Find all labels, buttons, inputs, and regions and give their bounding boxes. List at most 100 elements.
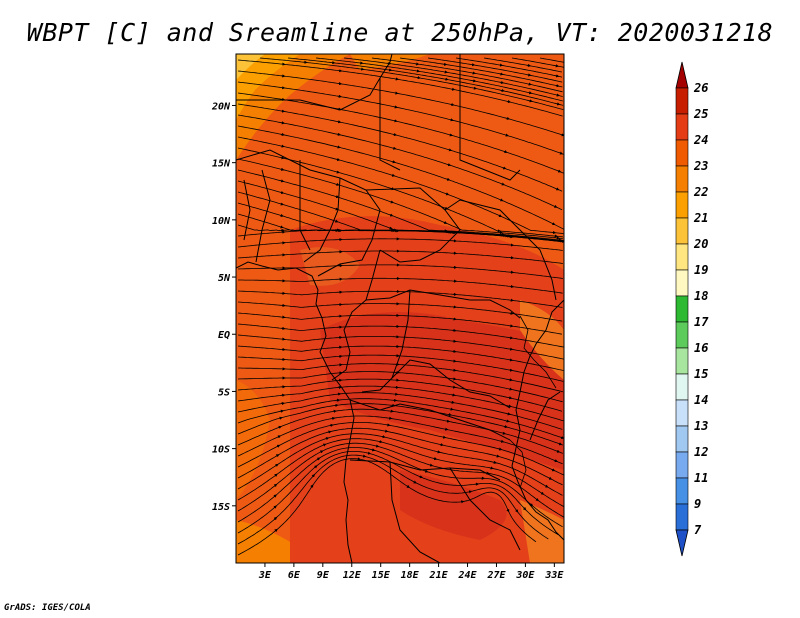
colorbar-label: 19 [694, 263, 708, 277]
streamline [237, 442, 564, 518]
streamline-arrow [337, 120, 342, 124]
streamline-arrow [274, 528, 278, 533]
streamline-arrow [468, 490, 473, 494]
streamline-arrow [505, 133, 509, 137]
streamline-arrow [443, 220, 448, 224]
streamline [237, 92, 564, 174]
streamline-arrow [440, 443, 444, 447]
colorbar-label: 13 [694, 419, 708, 433]
colorbar-segment [675, 347, 689, 375]
colorbar-label: 21 [693, 211, 708, 225]
colorbar-label: 16 [694, 341, 708, 355]
streamline-arrow [555, 74, 560, 78]
streamline-arrow [528, 91, 533, 95]
streamline-arrow [473, 86, 478, 90]
streamline-arrow [335, 182, 340, 186]
streamline-arrow [311, 473, 315, 478]
streamline-arrow [281, 132, 285, 137]
streamline [237, 422, 564, 476]
streamline [237, 158, 563, 239]
streamline-arrow [556, 102, 561, 106]
streamline-arrow [500, 80, 505, 84]
streamline-arrow [502, 166, 507, 170]
lon-label: 33E [544, 570, 564, 581]
colorbar-segment [675, 373, 689, 401]
colorbar-label: 12 [694, 445, 708, 459]
streamline-arrow [502, 431, 507, 435]
streamline-arrow [279, 225, 284, 229]
streamline-arrow [499, 198, 504, 202]
streamline-arrow [522, 507, 527, 511]
streamline-arrow [555, 187, 560, 191]
streamline-arrow [419, 475, 423, 479]
colorbar-label: 25 [693, 107, 708, 121]
colorbar-segment [675, 191, 689, 219]
streamline-arrow [319, 450, 324, 454]
streamline-arrow [559, 151, 564, 155]
streamline-arrow [280, 156, 285, 160]
colorbar-segment [675, 87, 689, 115]
streamline [315, 57, 563, 102]
streamline-arrow [337, 132, 342, 136]
lon-label: 27E [486, 570, 506, 581]
streamline-arrow [280, 213, 284, 217]
colorbar-segment [675, 399, 689, 427]
streamline-arrow [336, 145, 341, 149]
streamline-arrow [535, 497, 540, 502]
colorbar-bottom-arrow [675, 529, 689, 557]
colorbar-segment [675, 165, 689, 193]
lon-label: 3E [258, 570, 272, 581]
streamline [237, 290, 563, 308]
streamline-arrow [498, 214, 503, 218]
lat-label: 5S [218, 387, 230, 398]
lon-label: 21E [429, 570, 449, 581]
streamline [237, 103, 563, 192]
colorbar-segment [675, 451, 689, 479]
streamline-arrow [553, 204, 558, 208]
streamline-arrow [371, 448, 376, 452]
lat-label: 20N [211, 101, 231, 112]
streamline-arrow [316, 457, 321, 461]
colorbar-segment [675, 321, 689, 349]
streamline [237, 81, 564, 155]
colorbar-segment [675, 113, 689, 141]
streamline-arrow [335, 207, 339, 211]
streamline [237, 264, 563, 279]
streamline-arrow [336, 170, 341, 174]
streamline [343, 57, 563, 97]
streamline-arrow [280, 179, 285, 183]
streamline-arrow [548, 476, 553, 480]
streamline-arrow [503, 150, 508, 154]
longitude-axis: 3E 6E 9E 12E 15E 18E 21E 24E 27E 30E 33E [258, 563, 564, 581]
streamline-arrow [392, 146, 397, 150]
streamline [237, 454, 549, 545]
streamline-arrow [277, 435, 282, 439]
streamline-arrow [334, 219, 339, 223]
chart-title: WBPT [C] and Sreamline at 250hPa, VT: 20… [26, 18, 774, 47]
streamline-arrow [390, 200, 395, 204]
lon-label: 6E [288, 570, 301, 581]
streamline-arrow [554, 459, 558, 463]
lon-label: 15E [372, 570, 391, 581]
streamline-arrow [561, 133, 564, 137]
streamline-arrow [335, 195, 340, 199]
colorbar-label: 22 [693, 185, 708, 199]
colorbar-label: 18 [694, 289, 708, 303]
streamline-arrow [504, 425, 508, 429]
streamline-arrow [406, 484, 411, 488]
streamline-arrow [551, 468, 556, 472]
streamline-arrow [337, 107, 342, 111]
streamline-arrow [449, 118, 454, 122]
lat-label: EQ [218, 330, 230, 341]
streamline [237, 403, 564, 446]
streamline [237, 433, 563, 496]
streamline [237, 70, 564, 136]
streamline-arrow [327, 430, 332, 434]
streamline-arrow [394, 105, 399, 109]
streamline [237, 438, 564, 507]
streamline-arrow [448, 148, 453, 152]
streamline-arrow [508, 404, 512, 408]
colorbar-segment [675, 503, 689, 531]
streamline-arrow [529, 99, 533, 103]
streamline [483, 57, 562, 73]
